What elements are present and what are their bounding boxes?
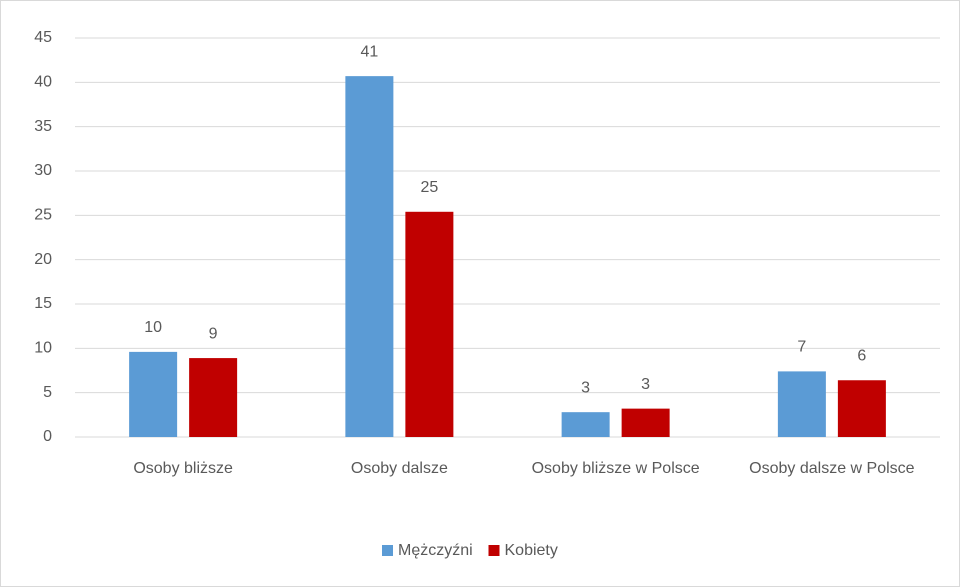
legend-label: Mężczyźni — [398, 542, 473, 559]
bar — [837, 380, 886, 437]
x-tick-label: Osoby dalsze w Polsce — [749, 460, 915, 477]
data-label: 41 — [360, 43, 378, 60]
y-tick-label: 0 — [43, 428, 52, 445]
data-label: 9 — [209, 325, 218, 342]
y-tick-label: 10 — [34, 340, 52, 357]
bar — [129, 351, 178, 437]
data-label: 3 — [641, 376, 650, 393]
bar — [621, 408, 670, 437]
y-tick-label: 15 — [34, 295, 52, 312]
bar — [561, 412, 610, 437]
legend-label: Kobiety — [505, 542, 558, 559]
bar — [405, 211, 454, 437]
bar — [189, 358, 238, 437]
data-label: 3 — [581, 379, 590, 396]
x-tick-label: Osoby bliższe — [133, 460, 233, 477]
legend-swatch — [488, 545, 500, 556]
y-tick-label: 40 — [34, 74, 52, 91]
bar — [345, 76, 394, 438]
y-tick-label: 30 — [34, 162, 52, 179]
data-label: 25 — [420, 179, 438, 196]
x-tick-label: Osoby bliższe w Polsce — [531, 460, 700, 477]
data-label: 7 — [797, 339, 806, 356]
y-tick-label: 45 — [34, 29, 52, 46]
legend-swatch — [382, 545, 393, 556]
data-label: 6 — [857, 347, 866, 364]
x-tick-label: Osoby dalsze — [350, 460, 448, 477]
data-label: 10 — [144, 319, 162, 336]
y-tick-label: 25 — [34, 207, 52, 224]
y-tick-label: 35 — [34, 118, 52, 135]
y-tick-label: 20 — [34, 251, 52, 268]
y-tick-label: 5 — [43, 384, 52, 401]
bar — [777, 371, 826, 437]
